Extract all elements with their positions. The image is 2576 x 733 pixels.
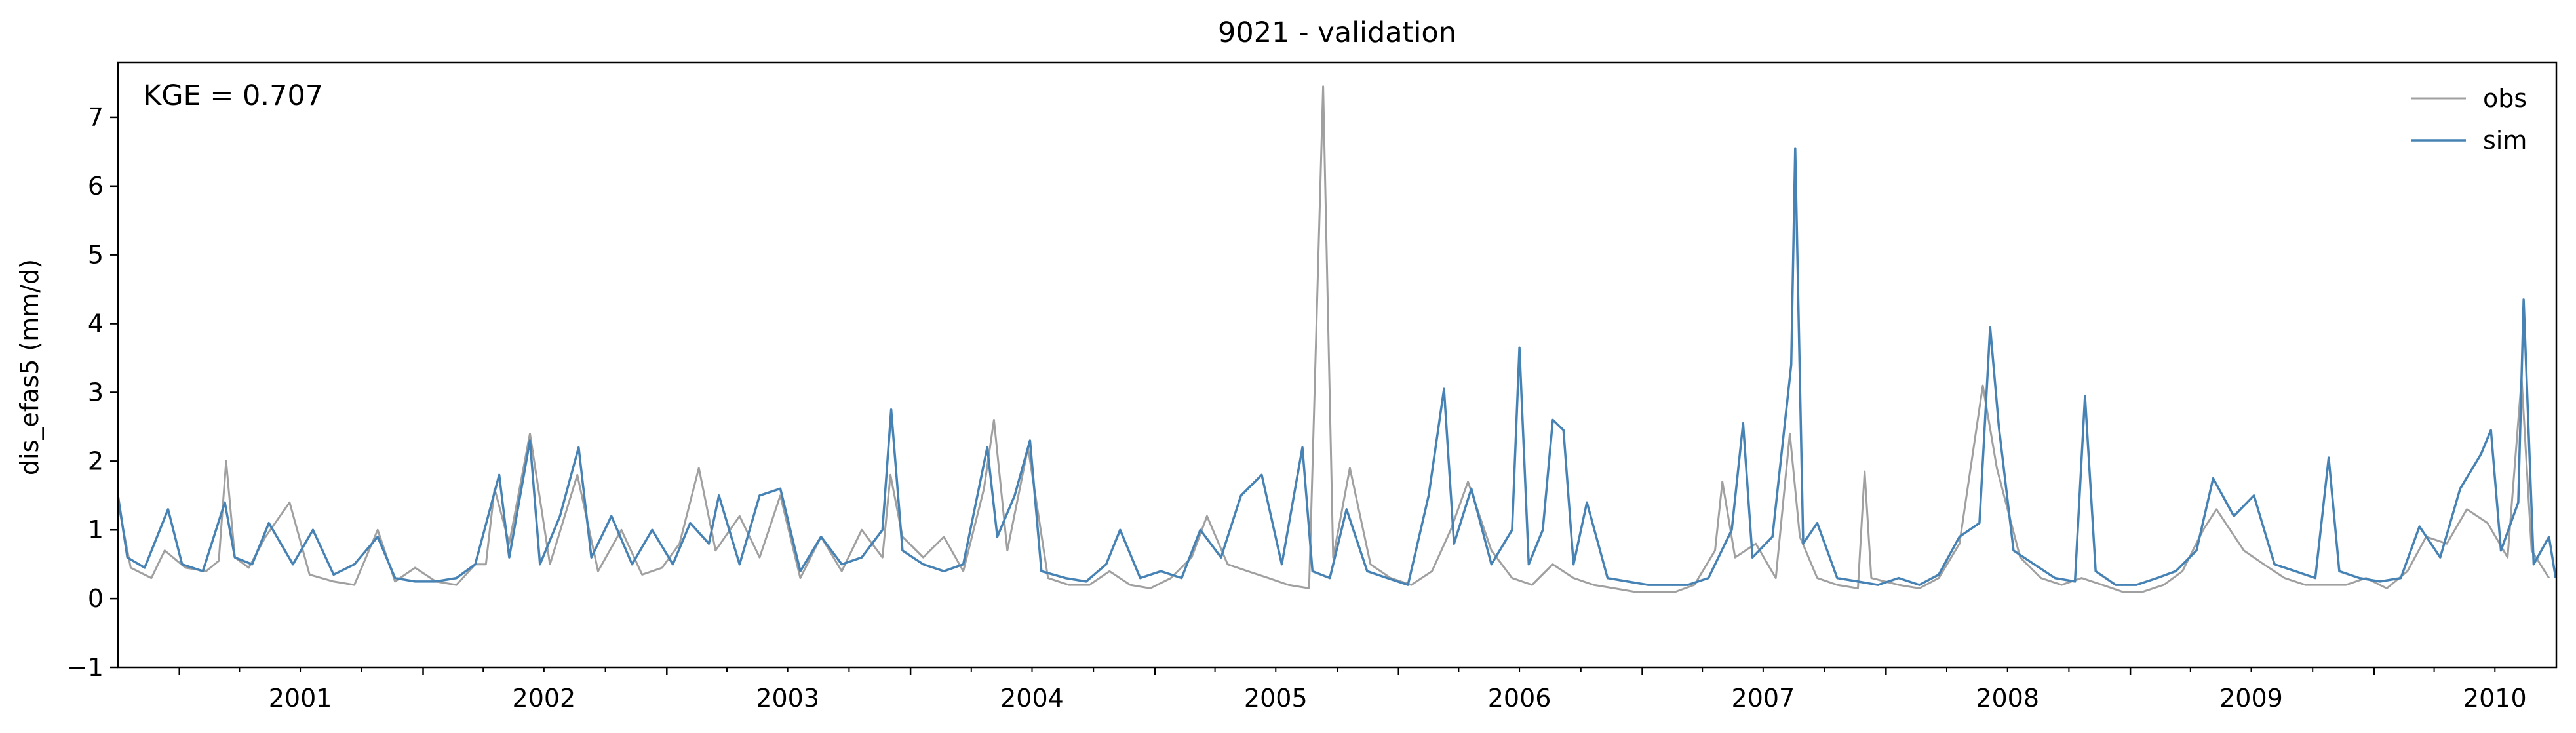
x-tick-label: 2004 xyxy=(1000,684,1064,713)
x-tick-label: 2009 xyxy=(2219,684,2283,713)
y-axis-label: dis_efas5 (mm/d) xyxy=(15,259,44,475)
y-tick-label: 4 xyxy=(88,309,104,338)
y-tick-label: 3 xyxy=(88,378,104,406)
y-tick-label: 6 xyxy=(88,172,104,201)
legend: obs sim xyxy=(2411,84,2527,155)
series-line-obs xyxy=(117,85,2550,593)
plot-area-frame xyxy=(117,61,2558,669)
x-tick-label: 2001 xyxy=(269,684,332,713)
x-tick-label: 2010 xyxy=(2463,684,2527,713)
y-tick-label: 2 xyxy=(88,446,104,475)
x-tick-label: 2008 xyxy=(1976,684,2039,713)
x-tick-label: 2002 xyxy=(513,684,576,713)
y-tick-label: −1 xyxy=(67,653,104,682)
x-axis-ticks: 2001 2002 2003 2004 2005 2006 2007 2008 2009 2010 xyxy=(178,667,2527,713)
x-tick-label: 2006 xyxy=(1488,684,1551,713)
legend-label-obs: obs xyxy=(2483,84,2527,113)
x-tick-label: 2005 xyxy=(1244,684,1308,713)
y-tick-label: 0 xyxy=(88,584,104,613)
legend-label-sim: sim xyxy=(2483,126,2527,155)
y-tick-label: 7 xyxy=(88,103,104,132)
x-tick-label: 2003 xyxy=(756,684,819,713)
kge-annotation: KGE = 0.707 xyxy=(143,79,323,112)
y-tick-label: 1 xyxy=(88,515,104,544)
series-layer xyxy=(117,85,2557,593)
chart-title: 9021 - validation xyxy=(1218,16,1456,49)
y-axis-ticks: −1 0 1 2 3 4 5 6 7 xyxy=(67,103,118,682)
x-tick-label: 2007 xyxy=(1732,684,1795,713)
series-line-sim xyxy=(117,147,2557,586)
x-axis-minor-ticks xyxy=(239,667,2496,672)
y-tick-label: 5 xyxy=(88,241,104,269)
